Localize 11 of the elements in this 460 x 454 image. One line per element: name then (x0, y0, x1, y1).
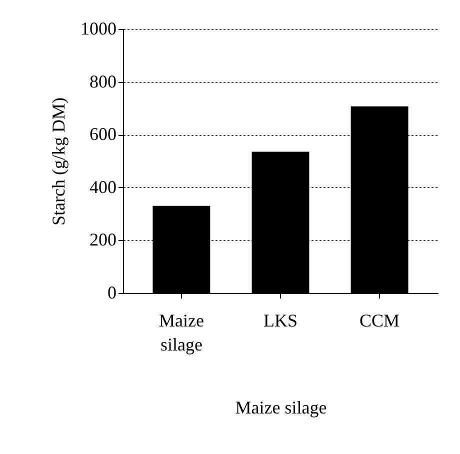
y-tick-label: 800 (90, 71, 116, 92)
x-tick-label: LKS (263, 310, 298, 330)
y-tick-label: 200 (90, 230, 116, 250)
y-tick-label: 0 (108, 282, 116, 302)
x-axis-title: Maize silage (235, 398, 327, 418)
y-tick-label: 600 (90, 124, 116, 144)
y-tick-label: 400 (90, 176, 116, 197)
x-tick-label: Maize silage (158, 310, 204, 354)
y-tick-label: 1000 (80, 18, 116, 38)
y-axis-title: Starch (g/kg DM) (48, 98, 68, 226)
x-tick-label: CCM (360, 310, 400, 330)
